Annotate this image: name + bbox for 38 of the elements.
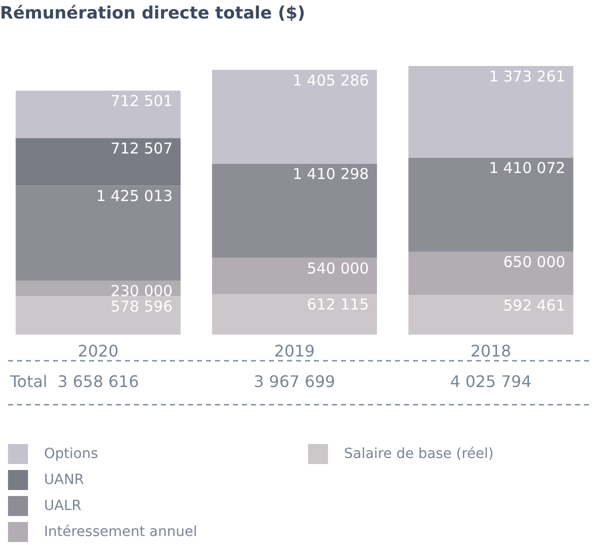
- bar: [212, 258, 377, 294]
- data-label: 1 425 013: [96, 187, 173, 206]
- data-label: 592 461: [503, 296, 566, 315]
- x-tick-label: 2019: [274, 342, 315, 361]
- data-label: 1 405 286: [292, 71, 369, 90]
- bar: [212, 70, 377, 164]
- data-label: 1 410 072: [488, 159, 566, 178]
- data-label: 612 115: [306, 295, 369, 314]
- bar: [408, 66, 574, 158]
- data-label: 230 000: [110, 282, 173, 300]
- bar: [16, 296, 181, 335]
- chart-title: Rémunération directe totale ($): [0, 4, 306, 24]
- bar: [408, 158, 574, 252]
- data-label: 650 000: [503, 253, 566, 272]
- bar: [408, 295, 574, 335]
- data-label: 578 596: [110, 298, 173, 316]
- legend-label: Salaire de base (réel): [344, 446, 494, 462]
- total-label: 3 967 699: [254, 372, 336, 391]
- legend-label: UANR: [44, 472, 84, 488]
- data-label: 1 373 261: [488, 67, 566, 86]
- legend-label: Intéressement annuel: [44, 524, 198, 540]
- data-label: 540 000: [306, 259, 369, 278]
- x-tick-label: 2020: [78, 342, 119, 361]
- bar: [212, 164, 377, 258]
- data-label: 712 501: [110, 92, 173, 110]
- legend-label: UALR: [44, 498, 82, 514]
- bar: [16, 90, 181, 138]
- total-label: 4 025 794: [450, 372, 532, 391]
- bar: [212, 294, 377, 335]
- bar: [16, 138, 181, 186]
- data-label: 712 507: [110, 140, 173, 158]
- data-label: 1 410 298: [292, 165, 369, 184]
- legend-label: Options: [44, 446, 98, 462]
- text: Total: [9, 372, 48, 391]
- bar: [408, 252, 574, 296]
- total-label: 3 658 616: [57, 372, 139, 391]
- bar: [16, 186, 181, 281]
- x-tick-label: 2018: [470, 342, 512, 361]
